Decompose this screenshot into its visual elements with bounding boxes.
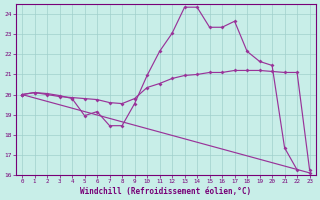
X-axis label: Windchill (Refroidissement éolien,°C): Windchill (Refroidissement éolien,°C) [80, 187, 252, 196]
